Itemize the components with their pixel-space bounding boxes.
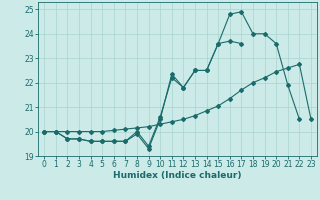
- X-axis label: Humidex (Indice chaleur): Humidex (Indice chaleur): [113, 171, 242, 180]
